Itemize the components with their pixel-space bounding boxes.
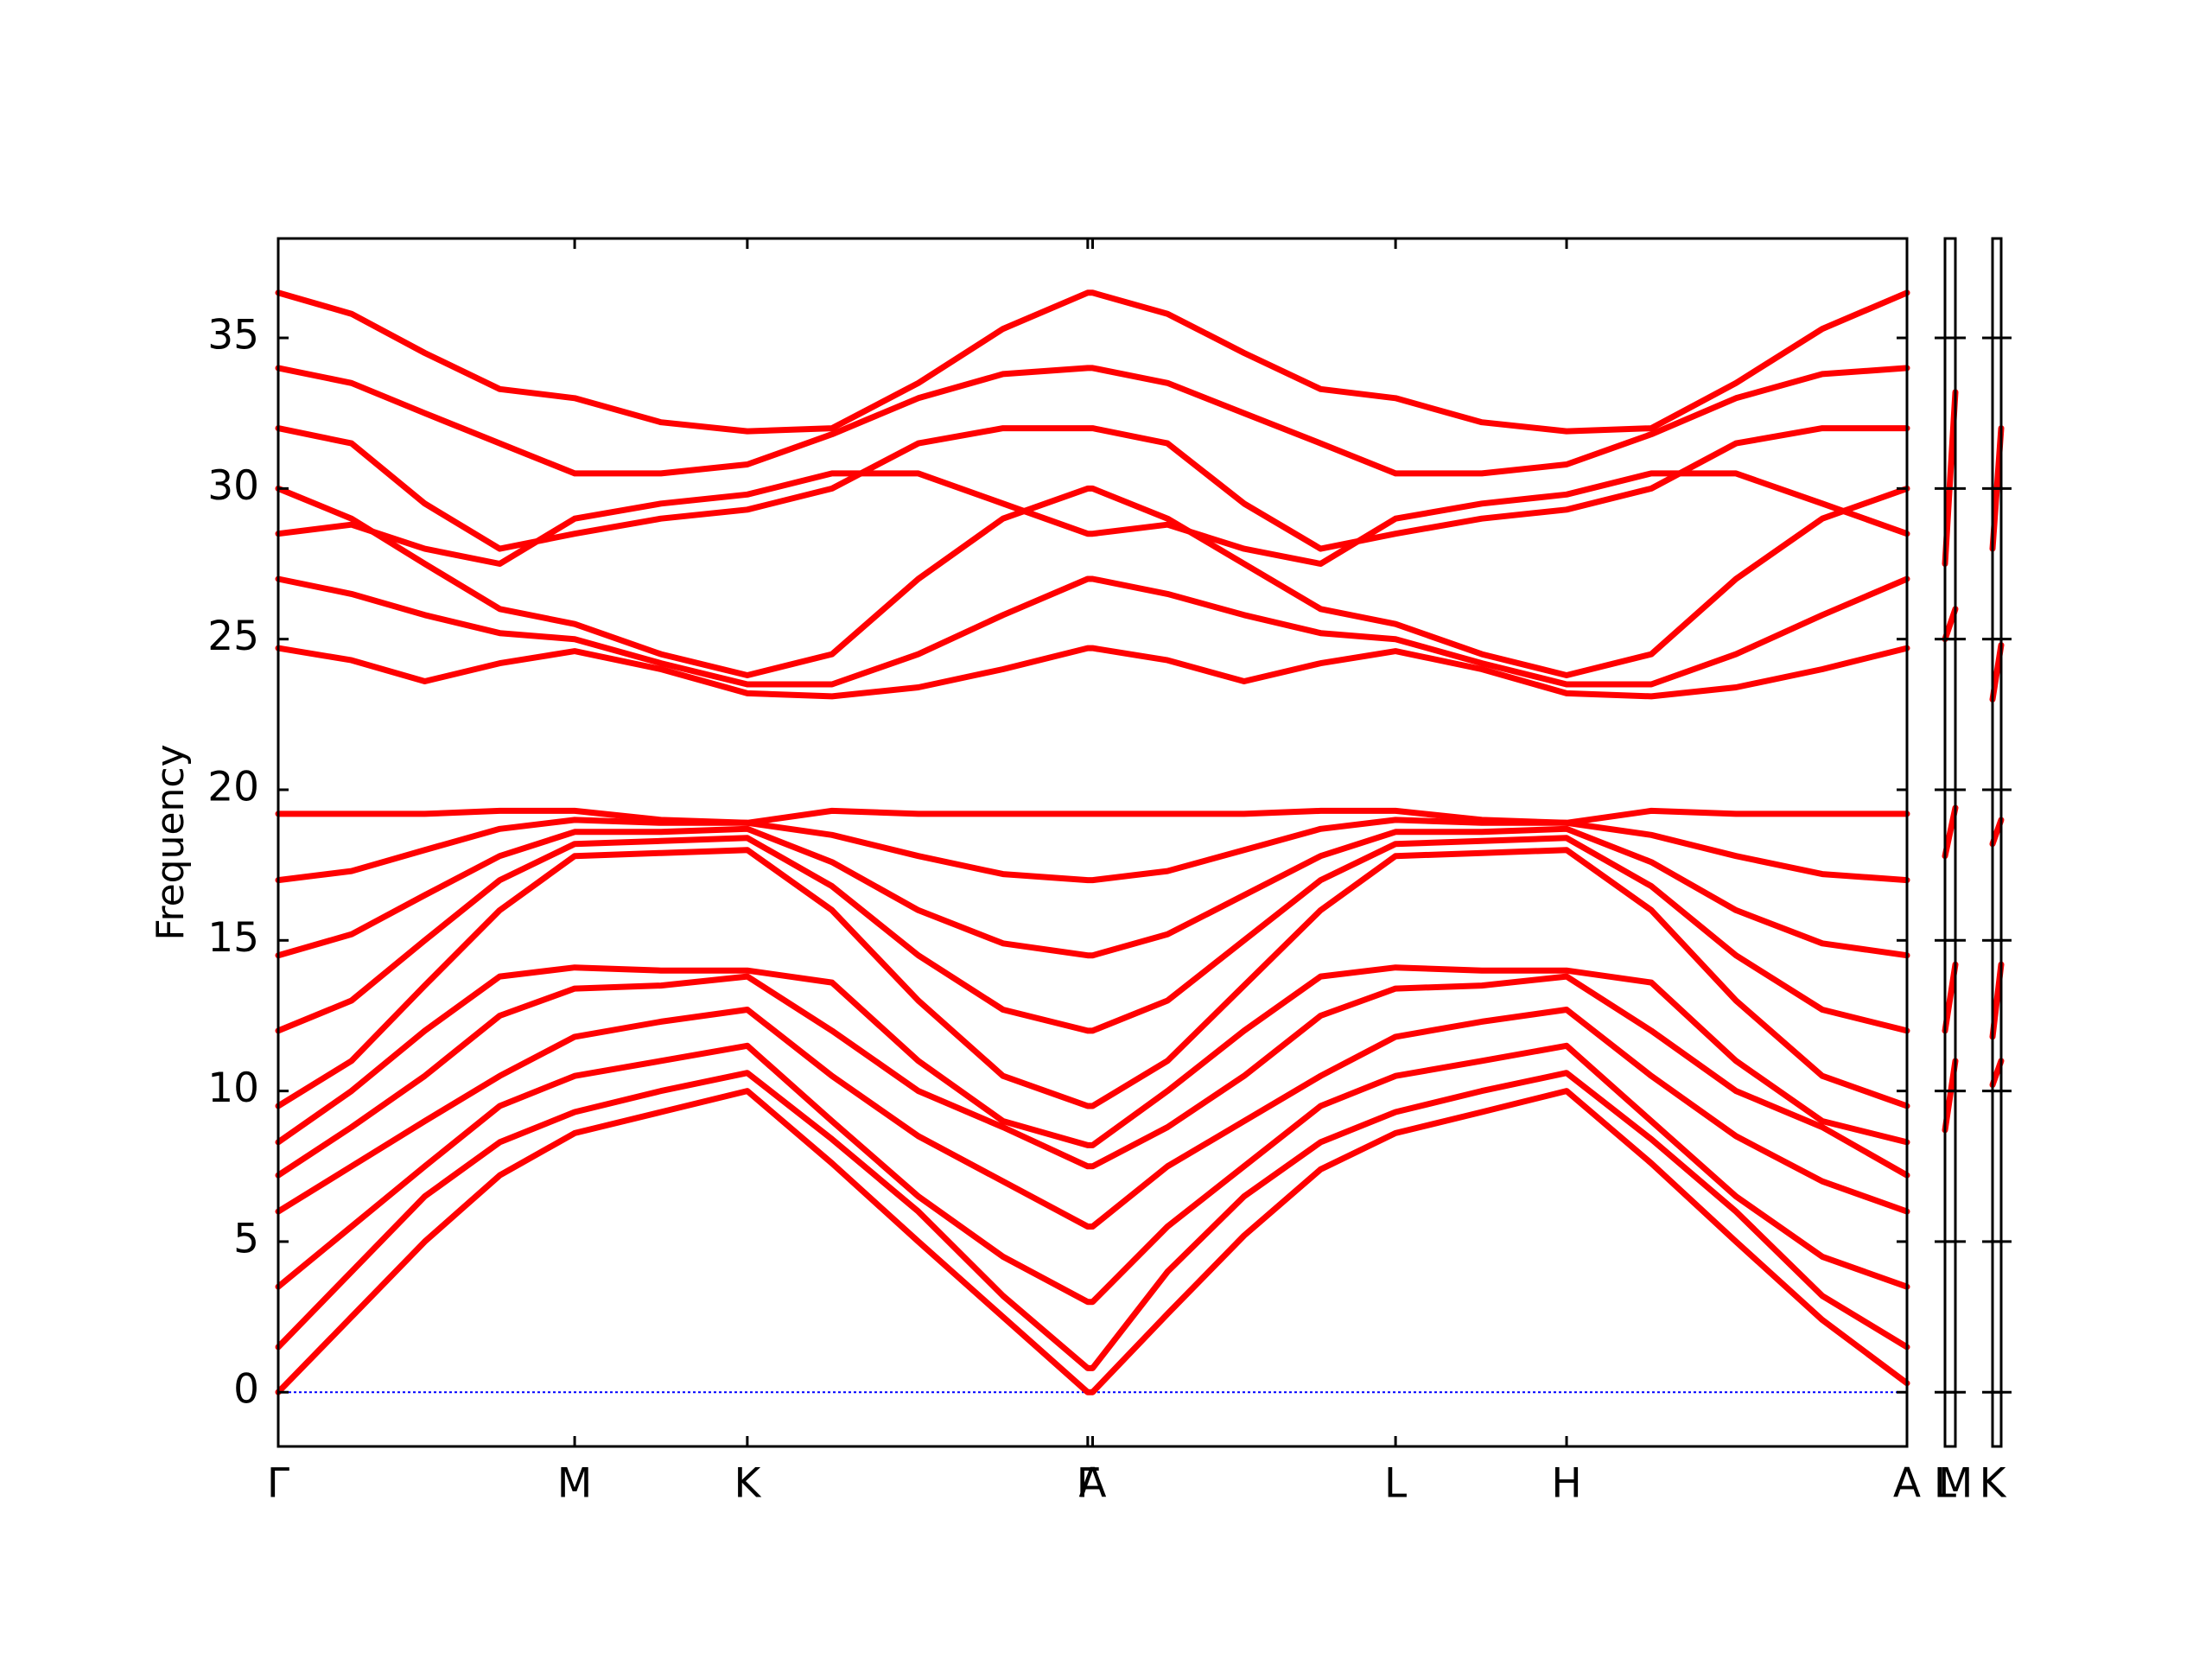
band-line (275, 825, 1910, 959)
x-tick-label: M (557, 1460, 593, 1508)
y-tick-label: 20 (207, 763, 259, 810)
band-line (1942, 804, 1959, 860)
x-tick-label: Γ (1077, 1460, 1099, 1508)
band-line (275, 645, 1910, 700)
band-line (1942, 1058, 1959, 1134)
band-line (1942, 606, 1959, 643)
band-line (1989, 817, 2005, 848)
band-line (1989, 642, 2005, 702)
x-tick-label: H (1551, 1460, 1581, 1508)
band-line (275, 289, 1910, 435)
band-line (275, 807, 1910, 826)
band-line (275, 485, 1910, 678)
band-line (275, 365, 1910, 477)
y-tick-label: 30 (207, 462, 259, 510)
band-line (275, 425, 1910, 552)
band-line (275, 973, 1910, 1179)
x-tick-label: A (1078, 1460, 1106, 1508)
y-tick-label: 25 (207, 613, 259, 660)
band-line (275, 1088, 1910, 1395)
band-line (1942, 961, 1959, 1034)
x-tick-label: A (1893, 1460, 1921, 1508)
x-tick-label: K (1980, 1460, 2007, 1508)
x-tick-label: M (1938, 1460, 1974, 1508)
x-tick-label: Γ (267, 1460, 289, 1508)
y-tick-label: 5 (233, 1215, 259, 1262)
band-line (275, 575, 1910, 688)
x-tick-label: K (734, 1460, 761, 1508)
band-line (275, 1042, 1910, 1306)
x-tick-label: L (1384, 1460, 1407, 1508)
band-line (275, 835, 1910, 1034)
y-axis-label: Frequency (149, 744, 193, 940)
y-tick-label: 10 (207, 1065, 259, 1112)
y-tick-label: 35 (207, 312, 259, 359)
plot-frame (1943, 237, 1957, 1448)
band-line (1942, 389, 1959, 567)
band-line (1989, 1058, 2005, 1089)
band-line (275, 1070, 1910, 1371)
x-tick-label: L (1934, 1460, 1956, 1508)
plot-frame (1991, 237, 2003, 1448)
band-line (1989, 961, 2005, 1040)
band-line (275, 817, 1910, 884)
band-line (275, 1007, 1910, 1230)
band-line (275, 964, 1910, 1148)
band-line (275, 847, 1910, 1109)
y-tick-label: 0 (233, 1366, 259, 1414)
y-tick-label: 15 (207, 914, 259, 962)
